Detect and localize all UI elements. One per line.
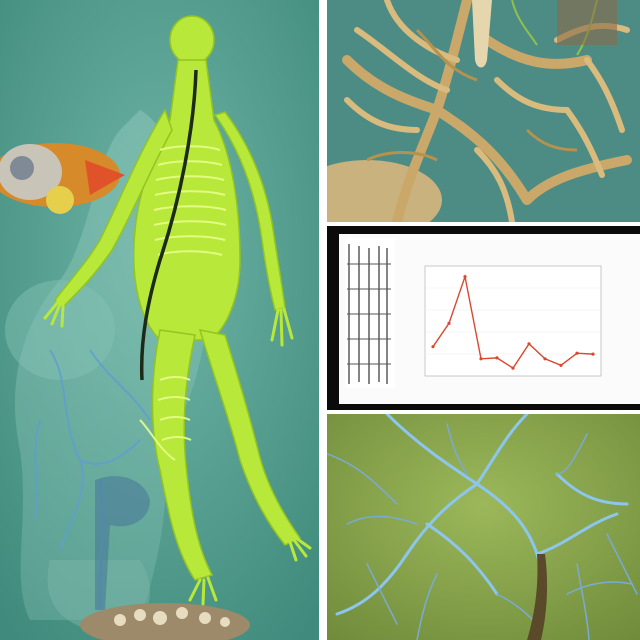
data-point	[447, 321, 451, 325]
chart-svg	[345, 238, 602, 388]
data-point	[511, 366, 515, 370]
data-point	[527, 342, 531, 346]
blue-vein-network-panel	[327, 414, 640, 640]
data-point	[431, 345, 435, 349]
data-point	[591, 352, 595, 356]
blue-vein-illustration	[327, 414, 640, 640]
root-tendrils-illustration	[327, 0, 640, 222]
data-point	[479, 357, 483, 361]
root-tendrils-panel	[327, 0, 640, 222]
chart-screen	[339, 234, 640, 404]
series-points	[431, 275, 595, 370]
skeletal-figure-panel	[0, 0, 319, 640]
plot-area	[424, 265, 602, 377]
data-point	[463, 275, 467, 279]
chart-screen-panel	[327, 226, 640, 410]
data-point	[543, 357, 547, 361]
chart-grid	[425, 287, 601, 355]
data-point	[559, 363, 563, 367]
skeletal-figure-illustration	[0, 0, 319, 640]
data-point	[495, 356, 499, 360]
illegible-table	[345, 238, 395, 388]
data-point	[575, 351, 579, 355]
